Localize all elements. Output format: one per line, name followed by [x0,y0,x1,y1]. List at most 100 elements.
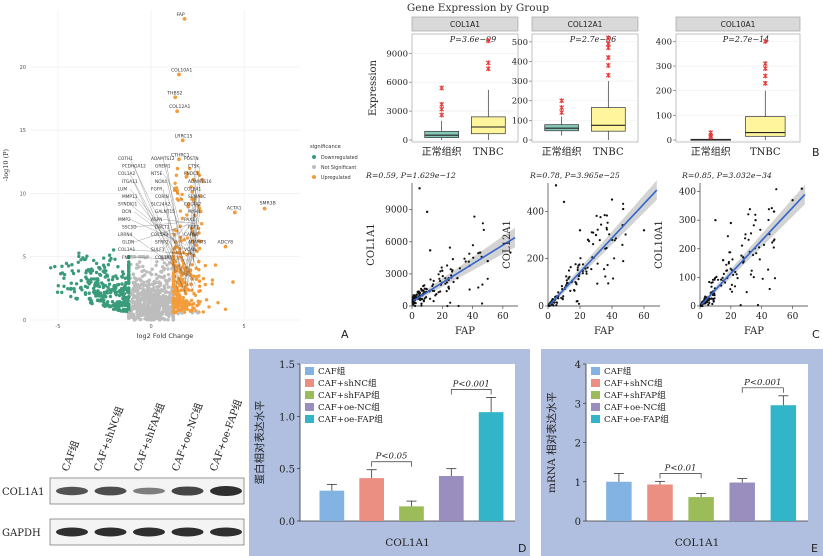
scatter-point [577,278,580,281]
volcano-point [173,181,177,185]
outlier [605,35,611,41]
volcano-point [140,269,144,274]
y-tick-label: 400 [527,207,544,217]
volcano-point [127,269,131,274]
volcano-point [177,72,181,77]
volcano-point [71,271,76,276]
leader-line [162,219,195,224]
scatter-point [438,277,441,280]
gene-label: FGFR [151,186,162,192]
scatter-point [581,272,585,275]
volcano-point [181,296,185,300]
y-tick-label: 3000 [386,107,408,117]
volcano-point [181,277,185,282]
leader-line [193,181,201,262]
scatter-point [473,215,476,218]
leader-line [133,211,184,249]
volcano-point [176,276,181,281]
volcano-point [141,255,145,259]
leader-line [183,219,197,276]
scatter-point [606,263,609,267]
scatter-point [560,285,564,288]
volcano-point [144,295,149,299]
gene-label: ADAMTS16 [188,179,212,185]
volcano-point [100,294,105,298]
volcano-point [115,276,119,281]
volcano-point [185,213,189,217]
volcano-point [86,280,90,284]
gene-label: SULF1 [151,247,165,253]
volcano-point [96,283,100,287]
volcano-point [64,261,69,266]
volcano-point [127,262,131,267]
volcano-point [87,291,91,295]
legend-item: CAF组 [604,365,632,377]
x-axis-label: COL1A1 [385,537,430,549]
scatter-point [747,238,750,241]
panel-letter-c: C [812,328,820,341]
bar [399,506,424,521]
y-tick-label: 0.0 [279,517,295,528]
scatter-point [768,287,771,291]
scatter-point [486,277,489,280]
scatter-facet: 0 20 40 60 0 200 400 R=0.78, P=3.965e−25 FAP COL1… [502,171,660,337]
bar [647,484,673,521]
scatter-point [594,233,598,237]
scatter-point [708,280,711,284]
leader-line [129,173,187,295]
volcano-point [139,283,143,287]
scatter-point [573,289,576,292]
volcano-point [62,284,66,288]
leader-line [162,188,182,275]
leader-line [166,223,192,258]
volcano-point [106,263,111,267]
volcano-point [102,290,107,295]
volcano-point [121,272,126,276]
scatter-point [574,263,577,266]
scatter-point [613,257,616,260]
y-tick-label: 0 [523,136,528,146]
scatter-point [452,280,455,284]
box-title: Gene Expression by Group [407,2,549,14]
volcano-point [197,284,202,288]
leader-line [133,257,190,261]
panel-letter-b: B [812,146,820,159]
leader-line [195,249,198,252]
x-axis-label: COL1A1 [675,537,720,549]
volcano-point [176,297,180,301]
scatter-point [592,243,595,246]
volcano-point [76,269,81,273]
volcano-point [155,276,159,281]
scatter-point [565,275,568,278]
gene-label: GLDN [122,240,134,246]
volcano-point [175,109,180,114]
y-tick-label: 300 [679,216,696,226]
y-tick-label: 0 [403,136,408,146]
volcano-point [149,300,154,304]
gene-label: LRRC15 [175,133,193,139]
y-tick-label: 200 [679,245,696,255]
scatter-point [446,264,449,267]
scatter-point [467,260,470,263]
scatter-point [422,300,425,303]
volcano-point [198,194,202,198]
x-tick-label: TNBC [750,147,781,158]
gene-label: NT5E [151,171,163,177]
volcano-point [127,260,131,264]
volcano-point [127,295,131,299]
volcano-point [204,298,209,302]
legend-swatch [312,155,316,159]
scatter-point [791,198,794,202]
scatter-point [434,294,437,297]
scatter-point [624,233,627,236]
volcano-point [94,294,98,298]
scatter-point [740,244,744,247]
volcano-point [114,304,118,309]
outlier [762,80,768,86]
scatter-point [729,267,732,270]
scatter-point [569,289,572,292]
volcano-point [139,317,143,322]
volcano-point [167,312,172,317]
scatter-point [613,239,616,242]
volcano-point [121,296,125,301]
